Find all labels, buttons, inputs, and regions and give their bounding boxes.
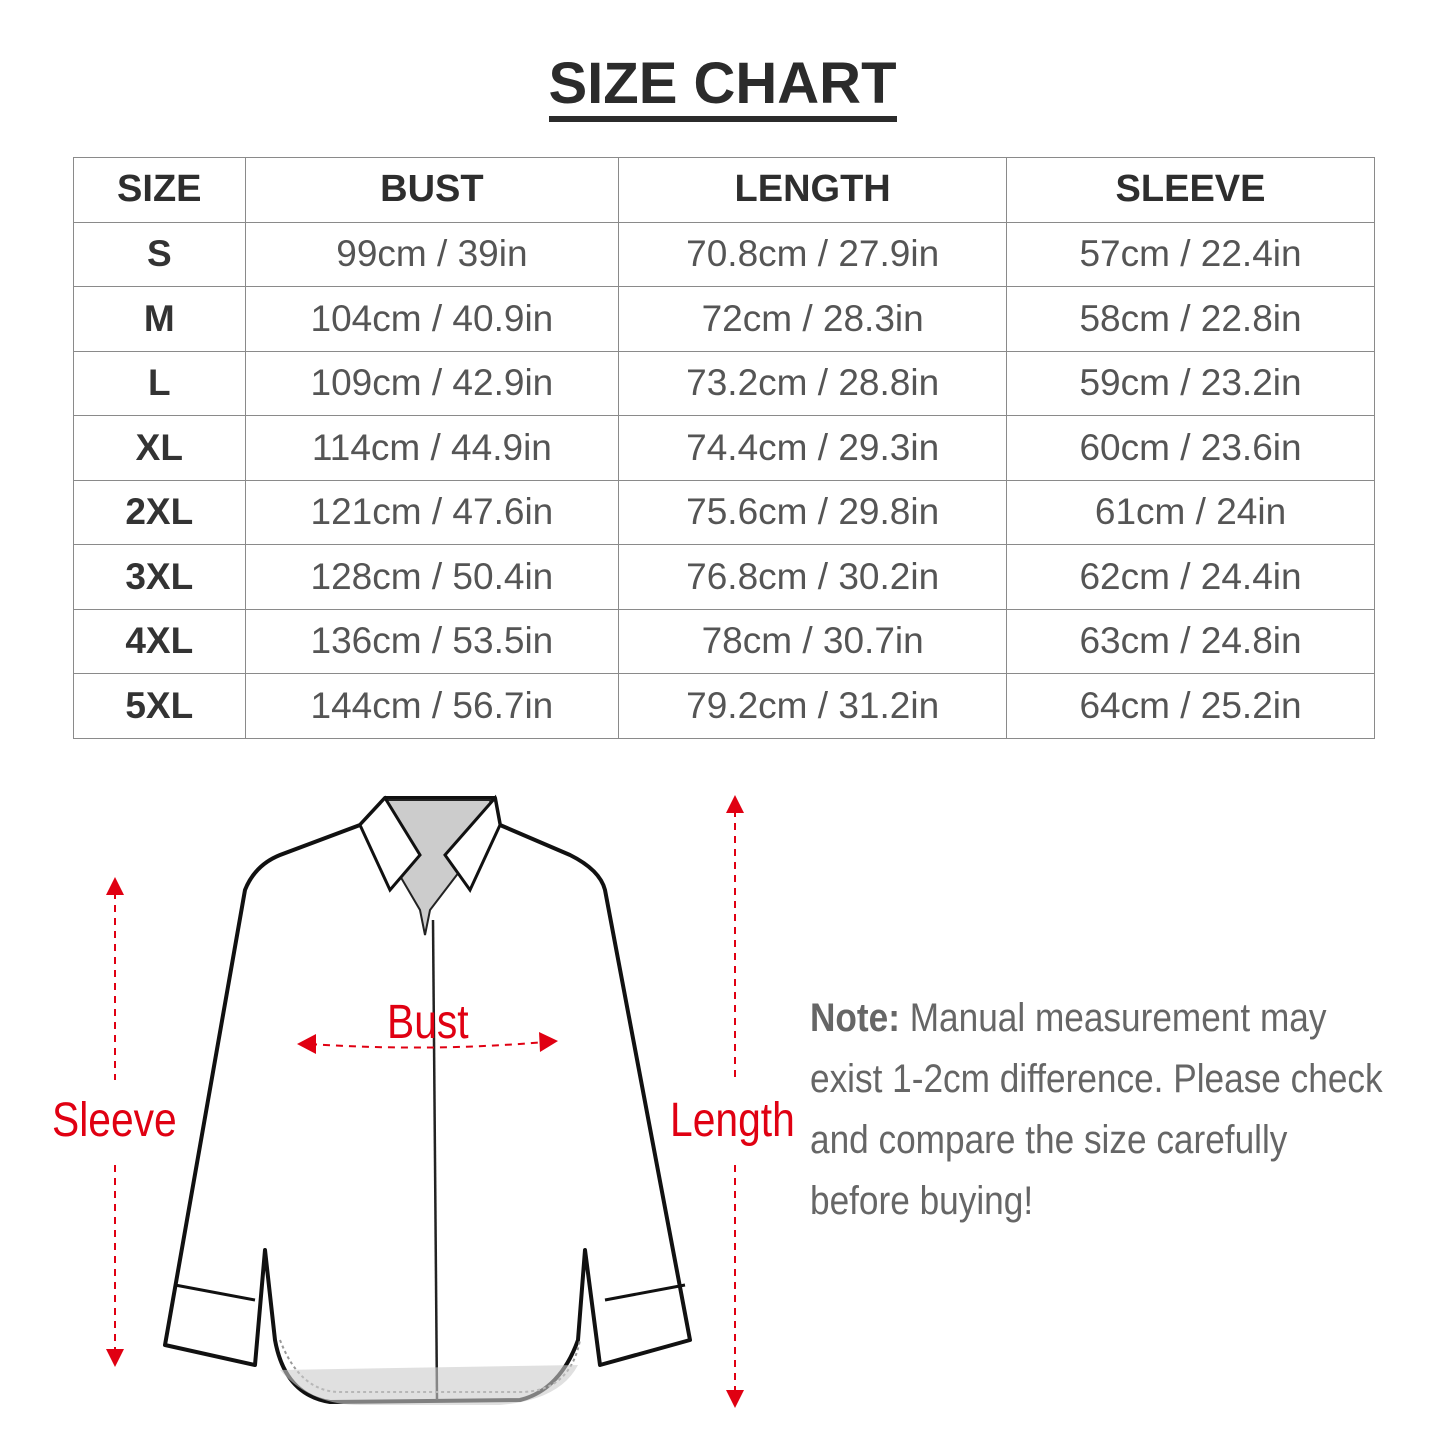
header-length: LENGTH — [618, 157, 1008, 223]
cell-bust: 144cm / 56.7in — [244, 673, 620, 739]
cell-length: 74.4cm / 29.3in — [618, 415, 1008, 481]
note-text: Manual measurement may exist 1-2cm diffe… — [810, 996, 1383, 1223]
cell-size: 3XL — [73, 544, 246, 610]
cell-bust: 114cm / 44.9in — [244, 415, 620, 481]
header-bust: BUST — [244, 157, 620, 223]
cell-size: XL — [73, 415, 246, 481]
cell-bust: 121cm / 47.6in — [244, 479, 620, 545]
cell-sleeve: 57cm / 22.4in — [1006, 221, 1375, 287]
cell-sleeve: 64cm / 25.2in — [1006, 673, 1375, 739]
cell-length: 79.2cm / 31.2in — [618, 673, 1008, 739]
cell-length: 70.8cm / 27.9in — [618, 221, 1008, 287]
bust-label: Bust — [387, 996, 469, 1049]
cell-length: 73.2cm / 28.8in — [618, 350, 1008, 416]
cell-sleeve: 59cm / 23.2in — [1006, 350, 1375, 416]
cell-bust: 136cm / 53.5in — [244, 608, 620, 674]
cell-size: 2XL — [73, 479, 246, 545]
title-text: SIZE CHART — [548, 52, 897, 122]
cell-bust: 104cm / 40.9in — [244, 286, 620, 352]
note: Note: Manual measurement may exist 1-2cm… — [810, 988, 1391, 1232]
table-row: XL 114cm / 44.9in 74.4cm / 29.3in 60cm / 23… — [73, 415, 1375, 481]
cell-length: 78cm / 30.7in — [618, 608, 1008, 674]
cell-length: 76.8cm / 30.2in — [618, 544, 1008, 610]
table-row: S 99cm / 39in 70.8cm / 27.9in 57cm / 22.4in — [73, 221, 1375, 287]
table-row: 2XL 121cm / 47.6in 75.6cm / 29.8in 61cm / 2… — [73, 479, 1375, 545]
header-sleeve: SLEEVE — [1006, 157, 1375, 223]
cell-bust: 99cm / 39in — [244, 221, 620, 287]
cell-bust: 128cm / 50.4in — [244, 544, 620, 610]
cell-length: 75.6cm / 29.8in — [618, 479, 1008, 545]
cell-sleeve: 62cm / 24.4in — [1006, 544, 1375, 610]
cell-size: L — [73, 350, 246, 416]
cell-size: S — [73, 221, 246, 287]
table-row: L 109cm / 42.9in 73.2cm / 28.8in 59cm / 23.… — [73, 350, 1375, 416]
note-label: Note: — [810, 996, 900, 1040]
table-row: 3XL 128cm / 50.4in 76.8cm / 30.2in 62cm / 2… — [73, 544, 1375, 610]
sleeve-label: Sleeve — [52, 1094, 177, 1147]
cell-length: 72cm / 28.3in — [618, 286, 1008, 352]
cell-size: 5XL — [73, 673, 246, 739]
cell-size: 4XL — [73, 608, 246, 674]
length-label: Length — [670, 1094, 795, 1147]
size-table: SIZE BUST LENGTH SLEEVE S 99cm / 39in 70.8… — [73, 157, 1375, 739]
cell-sleeve: 58cm / 22.8in — [1006, 286, 1375, 352]
header-size: SIZE — [73, 157, 246, 223]
cell-size: M — [73, 286, 246, 352]
shirt-diagram — [106, 794, 744, 1408]
table-row: 5XL 144cm / 56.7in 79.2cm / 31.2in 64cm / 2… — [73, 673, 1375, 739]
table-row: M 104cm / 40.9in 72cm / 28.3in 58cm / 22.8i… — [73, 286, 1375, 352]
cell-sleeve: 63cm / 24.8in — [1006, 608, 1375, 674]
cell-bust: 109cm / 42.9in — [244, 350, 620, 416]
cell-sleeve: 61cm / 24in — [1006, 479, 1375, 545]
table-header-row: SIZE BUST LENGTH SLEEVE — [73, 157, 1375, 223]
table-row: 4XL 136cm / 53.5in 78cm / 30.7in 63cm / 24.… — [73, 608, 1375, 674]
cell-sleeve: 60cm / 23.6in — [1006, 415, 1375, 481]
page-title: SIZE CHART — [0, 52, 1445, 122]
